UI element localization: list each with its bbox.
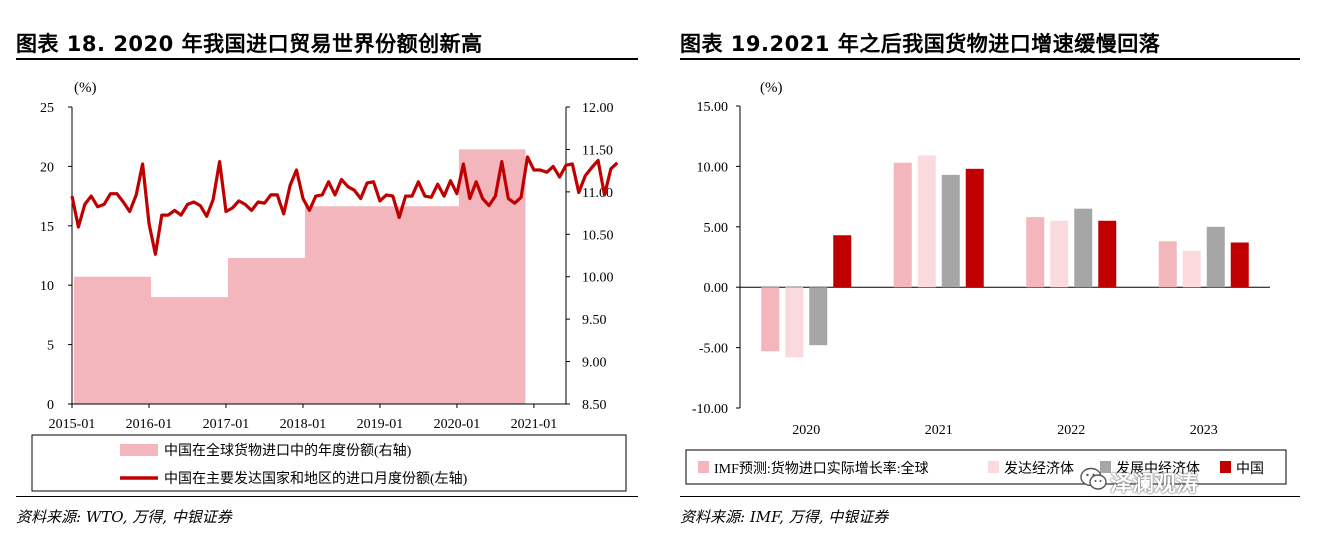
bar-2021-3 bbox=[941, 174, 960, 288]
legend-label-line: 中国在主要发达国家和地区的进口月度份额(左轴) bbox=[164, 470, 468, 487]
left-title-rule bbox=[16, 58, 638, 60]
legend-label-4: 中国 bbox=[1236, 461, 1264, 477]
y-tick-label: 5.00 bbox=[704, 221, 729, 236]
bar-2021-1 bbox=[893, 162, 912, 288]
left-chart: 0 5 10 15 20 25 8.50 9.00 9.50 10.00 10.50 11.00 11.… bbox=[31, 80, 627, 492]
right-figure: 图表 19.2021 年之后我国货物进口增速缓慢回落 15.00 10.00 5.0… bbox=[664, 0, 1314, 540]
right-tick-label: 11.50 bbox=[582, 143, 613, 158]
y-tick-label: 10.00 bbox=[697, 160, 729, 175]
left-figure-title: 图表 18. 2020 年我国进口贸易世界份额创新高 bbox=[16, 32, 483, 56]
left-tick-label: 25 bbox=[40, 101, 54, 116]
x-tick-label: 2015-01 bbox=[49, 417, 96, 432]
bar-2020-2 bbox=[785, 287, 804, 358]
legend-swatch-2 bbox=[988, 461, 999, 473]
bar-2022-2 bbox=[1050, 220, 1069, 288]
left-unit-label: (%) bbox=[74, 80, 97, 96]
y-tick-label: 0.00 bbox=[704, 281, 729, 296]
left-bottom-rule bbox=[16, 496, 638, 497]
watermark-text: 泽澜观涛 bbox=[1110, 472, 1199, 497]
x-tick-label: 2020-01 bbox=[434, 417, 481, 432]
x-tick-label: 2019-01 bbox=[357, 417, 404, 432]
right-figure-title: 图表 19.2021 年之后我国货物进口增速缓慢回落 bbox=[680, 32, 1161, 56]
left-source-note: 资料来源: WTO, 万得, 中银证券 bbox=[16, 508, 232, 526]
x-tick-label: 2021-01 bbox=[511, 417, 558, 432]
legend-label-area: 中国在全球货物进口中的年度份额(右轴) bbox=[164, 442, 412, 459]
left-tick-label: 15 bbox=[40, 220, 54, 235]
legend-swatch-4 bbox=[1220, 461, 1231, 473]
bar-2020-3 bbox=[809, 287, 828, 346]
bar-2021-4 bbox=[965, 168, 984, 288]
legend-swatch-area bbox=[120, 444, 158, 456]
annual-share-area bbox=[74, 149, 526, 404]
bar-2023-4 bbox=[1230, 242, 1249, 288]
right-bottom-rule bbox=[680, 496, 1300, 497]
bar-2022-3 bbox=[1074, 208, 1093, 288]
right-tick-label: 9.50 bbox=[582, 313, 607, 328]
y-tick-label: -10.00 bbox=[692, 402, 728, 417]
left-tick-label: 10 bbox=[40, 279, 54, 294]
left-tick-label: 5 bbox=[47, 339, 54, 354]
bar-2022-4 bbox=[1098, 220, 1117, 288]
x-tick-label: 2017-01 bbox=[203, 417, 250, 432]
right-chart: 15.00 10.00 5.00 0.00 -5.00 -10.00 (%) 2020 2021… bbox=[685, 80, 1287, 485]
y-tick-label: 15.00 bbox=[697, 100, 729, 115]
category-label: 2023 bbox=[1190, 423, 1218, 438]
legend-label-3: 发展中经济体 bbox=[1116, 461, 1200, 477]
category-label: 2021 bbox=[925, 423, 953, 438]
right-tick-label: 10.00 bbox=[582, 271, 614, 286]
right-tick-label: 10.50 bbox=[582, 228, 614, 243]
right-tick-label: 11.00 bbox=[582, 186, 613, 201]
legend-swatch-1 bbox=[698, 461, 709, 473]
right-source-note: 资料来源: IMF, 万得, 中银证券 bbox=[680, 508, 889, 526]
y-tick-label: -5.00 bbox=[699, 342, 728, 357]
right-title-rule bbox=[680, 58, 1300, 60]
legend-swatch-3 bbox=[1100, 461, 1111, 473]
left-legend-box bbox=[31, 434, 627, 492]
bar-2020-4 bbox=[833, 235, 852, 288]
left-figure: 图表 18. 2020 年我国进口贸易世界份额创新高 0 5 10 15 20 25 8.5… bbox=[0, 0, 650, 540]
right-tick-label: 9.00 bbox=[582, 356, 607, 371]
legend-label-1: IMF预测:货物进口实际增长率:全球 bbox=[714, 460, 929, 477]
bar-2022-1 bbox=[1026, 217, 1045, 288]
x-tick-label: 2018-01 bbox=[280, 417, 327, 432]
bar-2020-1 bbox=[761, 287, 780, 352]
bar-2023-3 bbox=[1206, 226, 1225, 288]
left-tick-label: 0 bbox=[47, 398, 54, 413]
x-tick-label: 2016-01 bbox=[126, 417, 173, 432]
left-tick-label: 20 bbox=[40, 160, 54, 175]
right-tick-label: 8.50 bbox=[582, 398, 607, 413]
right-tick-label: 12.00 bbox=[582, 101, 614, 116]
bar-2023-2 bbox=[1182, 250, 1201, 288]
legend-label-2: 发达经济体 bbox=[1004, 461, 1074, 477]
wechat-icon bbox=[1080, 467, 1107, 490]
bar-2021-2 bbox=[917, 155, 936, 288]
right-legend-box bbox=[685, 449, 1287, 485]
bar-2023-1 bbox=[1158, 241, 1177, 288]
monthly-share-line bbox=[70, 155, 619, 256]
category-label: 2022 bbox=[1057, 423, 1085, 438]
right-unit-label: (%) bbox=[760, 80, 783, 96]
category-label: 2020 bbox=[792, 423, 820, 438]
